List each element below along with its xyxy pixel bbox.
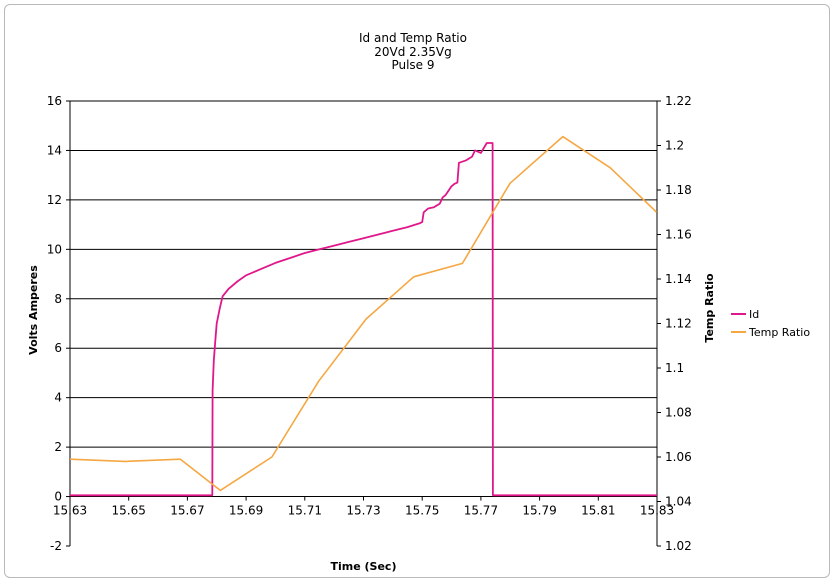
right-y-tick-label: 1.18 (665, 183, 692, 197)
x-tick-label: 15.73 (346, 504, 380, 518)
left-y-tick-label: 12 (47, 193, 62, 207)
right-y-tick-labels: 1.02 1.04 1.06 1.08 1.1 1.12 1.14 1.16 1.18 1.2 1.… (665, 94, 692, 553)
right-y-tick-label: 1.04 (665, 495, 692, 509)
axes (66, 100, 661, 547)
x-axis-label: Time (Sec) (331, 560, 397, 573)
right-y-tick-label: 1.2 (665, 139, 684, 153)
chart-frame (4, 4, 830, 578)
left-y-tick-label: 14 (47, 143, 62, 157)
right-y-tick-label: 1.14 (665, 272, 692, 286)
left-y-tick-labels: -2 0 2 4 6 8 10 12 14 16 (47, 94, 62, 553)
x-tick-labels: 15.63 15.65 15.67 15.69 15.71 15.73 15.75 15.77… (53, 504, 674, 518)
series-line-temp-ratio (69, 135, 658, 492)
right-y-tick-label: 1.06 (665, 450, 692, 464)
x-tick-label: 15.69 (229, 504, 263, 518)
series-lines (69, 135, 658, 497)
left-y-tick-label: -2 (50, 539, 62, 553)
series-line-id (70, 142, 657, 497)
left-y-tick-label: 16 (47, 94, 62, 108)
left-y-axis-label: Volts Amperes (27, 265, 40, 355)
right-y-tick-label: 1.08 (665, 406, 692, 420)
x-tick-label: 15.83 (640, 504, 674, 518)
gridlines (70, 100, 657, 498)
left-y-tick-label: 10 (47, 242, 62, 256)
chart-subtitle-line: Pulse 9 (391, 58, 434, 72)
left-y-tick-label: 0 (54, 490, 62, 504)
legend: Id Temp Ratio (731, 308, 810, 339)
axis-labels: Time (Sec) Volts Amperes Temp Ratio (27, 265, 716, 573)
right-y-tick-label: 1.02 (665, 539, 692, 553)
left-y-tick-label: 8 (54, 292, 62, 306)
right-y-tick-label: 1.22 (665, 94, 692, 108)
x-tick-label: 15.65 (112, 504, 146, 518)
right-y-tick-label: 1.1 (665, 361, 684, 375)
x-tick-label: 15.77 (464, 504, 498, 518)
left-y-tick-label: 6 (54, 341, 62, 355)
x-tick-label: 15.81 (581, 504, 615, 518)
legend-label: Temp Ratio (748, 326, 810, 339)
legend-label: Id (749, 308, 759, 321)
left-y-tick-label: 4 (54, 391, 62, 405)
right-y-axis-label: Temp Ratio (703, 273, 716, 343)
x-tick-label: 15.67 (170, 504, 204, 518)
left-y-tick-label: 2 (54, 440, 62, 454)
x-tick-label: 15.71 (288, 504, 322, 518)
x-tick-label: 15.79 (522, 504, 556, 518)
chart-subtitle-line: 20Vd 2.35Vg (374, 45, 451, 59)
x-tick-label: 15.63 (53, 504, 87, 518)
chart-title: Id and Temp Ratio (359, 31, 467, 45)
right-y-tick-label: 1.16 (665, 228, 692, 242)
right-y-tick-label: 1.12 (665, 317, 692, 331)
x-tick-label: 15.75 (405, 504, 439, 518)
